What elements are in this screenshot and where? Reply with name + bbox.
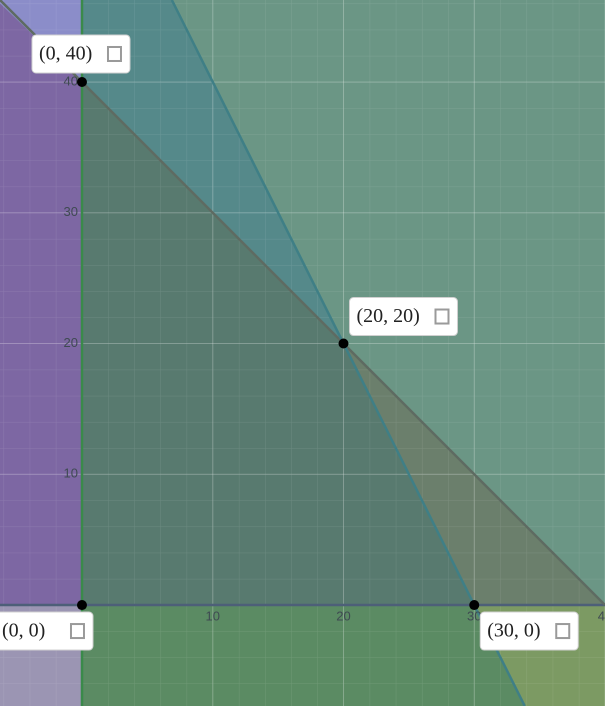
x-tick-label: 30 <box>467 608 481 623</box>
x-tick-label: 20 <box>336 608 350 623</box>
point-label: (0, 40) <box>39 43 92 65</box>
y-tick-label: 20 <box>64 335 78 350</box>
y-tick-label: 10 <box>64 466 78 481</box>
point-label-box <box>348 297 458 337</box>
point-label: (30, 0) <box>487 620 540 642</box>
edit-icon <box>555 623 571 640</box>
edit-icon <box>434 308 450 325</box>
point <box>469 600 480 611</box>
point-label: (0, 0) <box>2 620 45 642</box>
boundary-line <box>170 0 526 706</box>
y-tick-label: 40 <box>64 73 78 88</box>
point-label: (20, 20) <box>356 305 419 327</box>
point-label-box <box>479 611 579 651</box>
point <box>76 600 87 611</box>
edit-icon <box>106 45 122 62</box>
x-tick-label: 10 <box>206 608 220 623</box>
point <box>76 76 87 87</box>
x-tick-label: 40 <box>598 608 605 623</box>
point-label-box <box>31 34 131 74</box>
y-tick-label: 30 <box>64 204 78 219</box>
point-label-box <box>0 611 94 651</box>
edit-icon <box>69 623 85 640</box>
points: (0, 40) (20, 20) (30, 0) (0, 0) <box>0 34 579 651</box>
point <box>338 338 349 349</box>
tick-labels: 10 20 30 40 10 20 30 40 <box>64 73 605 623</box>
boundary-line <box>0 0 605 606</box>
